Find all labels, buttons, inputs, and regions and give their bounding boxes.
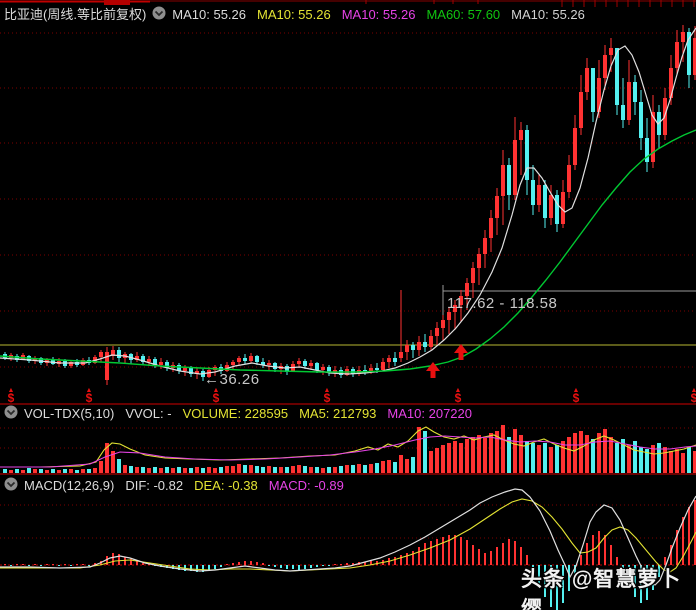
legend-item: MA5: 212793	[299, 405, 377, 421]
event-marker: ▲ $	[572, 387, 580, 405]
legend-item: DIF: -0.82	[125, 477, 184, 493]
legend-item: MA10: 55.26	[172, 6, 246, 22]
legend-item: MA10: 55.26	[257, 6, 331, 22]
legend-item: MA10: 55.26	[341, 6, 416, 22]
legend-item: VOL-TDX(5,10)	[24, 405, 115, 421]
legend-item: VVOL: -	[125, 405, 172, 421]
legend-item: MA10: 207220	[387, 405, 472, 421]
collapse-pane-icon[interactable]	[152, 6, 166, 23]
vol-legend: VOL-TDX(5,10) VVOL: - VOLUME: 228595 MA5: 2…	[24, 405, 483, 421]
event-marker: ▲ $	[690, 387, 696, 405]
legend-item: VOLUME: 228595	[182, 405, 289, 421]
macd-legend: MACD(12,26,9) DIF: -0.82 DEA: -0.38 MACD: -…	[24, 477, 355, 493]
macd-pane-header: MACD(12,26,9) DIF: -0.82 DEA: -0.38 MACD: -…	[4, 477, 355, 494]
event-marker: ▲ $	[212, 387, 220, 405]
legend-item: MACD: -0.89	[268, 477, 344, 493]
legend-item: MA10: 55.26	[511, 6, 585, 22]
watermark: 头条 @智慧萝卜缨	[521, 568, 682, 610]
stock-title: 比亚迪(周线.等比前复权)	[4, 6, 147, 22]
legend-item: MACD(12,26,9)	[24, 477, 115, 493]
main-pane-header: 比亚迪(周线.等比前复权) MA10: 55.26 MA10: 55.26 MA10…	[4, 6, 596, 23]
collapse-macd-icon[interactable]	[4, 477, 18, 494]
legend-item: MA60: 57.60	[426, 6, 501, 22]
collapse-vol-icon[interactable]	[4, 405, 18, 422]
ma-legend: MA10: 55.26 MA10: 55.26 MA10: 55.26 MA60: 5…	[172, 6, 596, 22]
event-marker: ▲ $	[323, 387, 331, 405]
gap-price-label: 117.62 - 118.58	[447, 295, 558, 312]
event-marker: ▲ $	[85, 387, 93, 405]
event-marker: ▲ $	[7, 387, 15, 405]
event-marker: ▲ $	[454, 387, 462, 405]
low-price-label: ←36.26	[204, 371, 260, 388]
vol-pane-header: VOL-TDX(5,10) VVOL: - VOLUME: 228595 MA5: 2…	[4, 405, 483, 422]
legend-item: DEA: -0.38	[194, 477, 258, 493]
